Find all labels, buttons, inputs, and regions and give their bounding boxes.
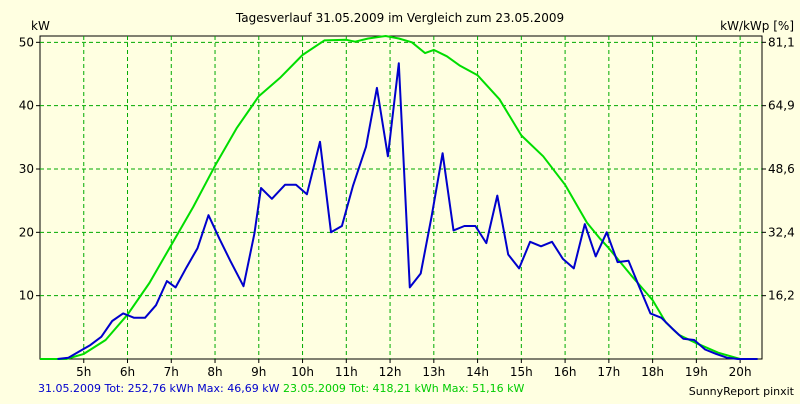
x-tick-label: 16h	[554, 365, 577, 379]
credit-text: SunnyReport pinxit	[688, 385, 794, 398]
x-tick-label: 8h	[207, 365, 222, 379]
plot-area	[39, 35, 763, 360]
series-summary-23-05: 23.05.2009 Tot: 418,21 kWh Max: 51,16 kW	[282, 382, 525, 395]
y-tick-label-right: 81,1	[768, 35, 795, 49]
y-axis-left: 10 20 30 40 50	[19, 35, 40, 303]
x-tick-label: 19h	[685, 365, 708, 379]
y-tick-label-left: 50	[19, 35, 34, 49]
y-tick-label-left: 20	[19, 225, 34, 239]
series-line-31-05-2009	[57, 62, 758, 360]
y-tick-label-left: 30	[19, 162, 34, 176]
x-tick-label: 7h	[164, 365, 179, 379]
series-line-23-05-2009	[40, 35, 758, 360]
y-axis-label-left: kW	[31, 19, 50, 33]
x-tick-label: 9h	[251, 365, 266, 379]
y-tick-label-right: 32,4	[768, 225, 795, 239]
x-tick-label: 18h	[641, 365, 664, 379]
y-axis-right: 16,2 32,4 48,6 64,9 81,1	[762, 35, 795, 303]
x-tick-label: 6h	[120, 365, 135, 379]
footer-summary: 31.05.2009 Tot: 252,76 kWh Max: 46,69 kW…	[38, 382, 524, 395]
series-summary-31-05: 31.05.2009 Tot: 252,76 kWh Max: 46,69 kW	[38, 382, 280, 395]
x-tick-label: 13h	[422, 365, 445, 379]
y-tick-label-right: 64,9	[768, 99, 795, 113]
x-tick-label: 20h	[729, 365, 752, 379]
x-axis: 5h 6h 7h 8h 9h 10h 11h 12h 13h 14h 15h 16h 17h 18h 19h…	[76, 359, 752, 379]
chart-title: Tagesverlauf 31.05.2009 im Vergleich zum…	[235, 11, 564, 25]
x-tick-label: 12h	[379, 365, 402, 379]
x-tick-label: 11h	[335, 365, 358, 379]
x-tick-label: 17h	[597, 365, 620, 379]
series-layer	[40, 35, 758, 360]
x-tick-label: 15h	[510, 365, 533, 379]
x-tick-label: 10h	[291, 365, 314, 379]
x-tick-label: 5h	[76, 365, 91, 379]
y-tick-label-left: 40	[19, 99, 34, 113]
y-tick-label-right: 16,2	[768, 289, 795, 303]
y-tick-label-left: 10	[19, 289, 34, 303]
y-tick-label-right: 48,6	[768, 162, 795, 176]
x-tick-label: 14h	[466, 365, 489, 379]
y-axis-label-right: kW/kWp [%]	[720, 19, 794, 33]
